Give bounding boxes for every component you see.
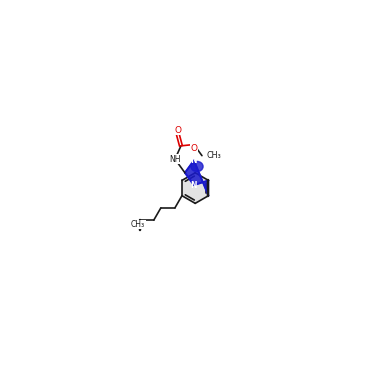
- Text: N: N: [191, 156, 197, 165]
- Ellipse shape: [191, 161, 203, 172]
- Polygon shape: [185, 160, 208, 196]
- Text: CH₃: CH₃: [131, 220, 145, 229]
- Text: CH₃: CH₃: [206, 151, 221, 160]
- Text: N: N: [191, 181, 197, 190]
- Text: O: O: [190, 144, 197, 153]
- Polygon shape: [182, 173, 208, 204]
- Text: NH: NH: [169, 155, 181, 164]
- Text: O: O: [174, 126, 181, 135]
